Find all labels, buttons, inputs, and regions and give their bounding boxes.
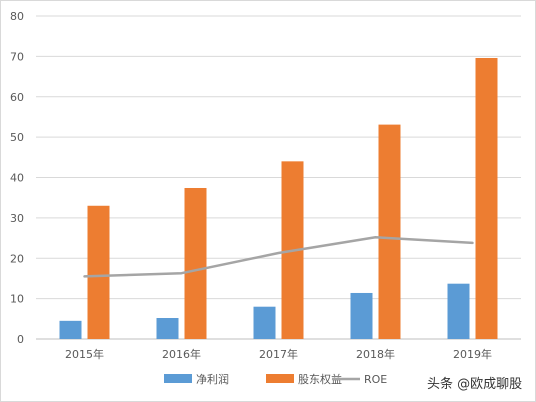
bar-net-profit <box>350 292 373 339</box>
roe-line <box>83 236 474 278</box>
x-tick-label: 2017年 <box>259 347 298 361</box>
y-tick-label: 70 <box>10 50 24 63</box>
y-tick-label: 30 <box>10 212 24 225</box>
legend: 净利润 股东权益 ROE <box>164 372 387 386</box>
bar-net-profit <box>253 306 276 339</box>
bar-equity <box>87 205 110 339</box>
bar-equity <box>475 57 498 340</box>
legend-label: 股东权益 <box>298 372 342 386</box>
y-tick-label: 80 <box>10 10 24 23</box>
watermark-text: 头条 @欧成聊股 <box>427 376 522 392</box>
bar-net-profit <box>156 318 179 339</box>
bar-net-profit <box>447 283 470 339</box>
x-tick-label: 2015年 <box>65 347 104 361</box>
x-axis-ticks: 2015年 2016年 2017年 2018年 2019年 <box>65 347 492 361</box>
y-tick-label: 50 <box>10 131 24 144</box>
x-tick-label: 2019年 <box>453 347 492 361</box>
legend-label: 净利润 <box>196 372 229 386</box>
gridlines <box>36 15 521 340</box>
legend-swatch <box>266 374 294 383</box>
y-tick-label: 10 <box>10 293 24 306</box>
roe-line-layer <box>83 236 474 278</box>
legend-label: ROE <box>364 373 387 386</box>
bars <box>59 57 498 340</box>
legend-swatch <box>164 374 192 383</box>
bar-equity <box>184 187 207 339</box>
y-axis-ticks: 0 10 20 30 40 50 60 70 80 <box>10 10 24 346</box>
y-tick-label: 40 <box>10 172 24 185</box>
bar-equity <box>378 124 401 339</box>
y-tick-label: 60 <box>10 91 24 104</box>
x-tick-label: 2016年 <box>162 347 201 361</box>
y-tick-label: 20 <box>10 252 24 265</box>
x-tick-label: 2018年 <box>356 347 395 361</box>
bar-net-profit <box>59 320 82 339</box>
y-tick-label: 0 <box>17 333 24 346</box>
